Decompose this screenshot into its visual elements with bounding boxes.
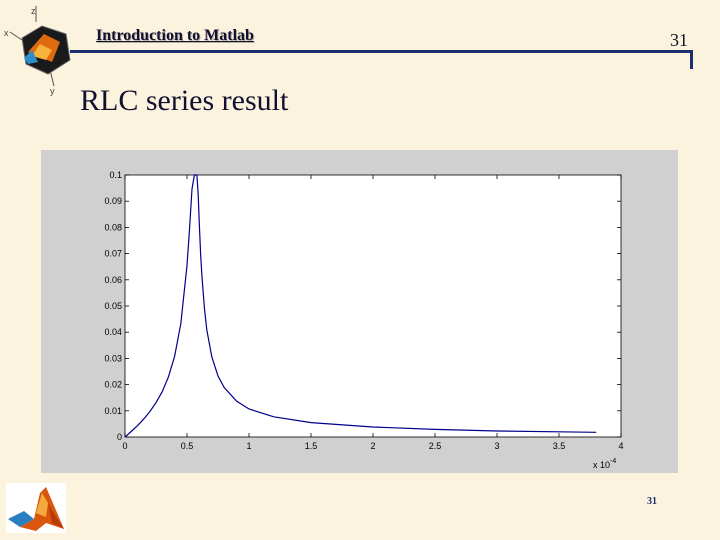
- y-tick-label: 0.08: [104, 222, 122, 232]
- header-rule: [70, 50, 692, 53]
- x-multiplier-label: x 10-4: [593, 458, 616, 470]
- x-tick-label: 4: [618, 441, 623, 451]
- matlab-membrane-logo-icon: [8, 487, 64, 531]
- footer-page-number: 31: [647, 496, 657, 507]
- y-tick-label: 0.1: [109, 170, 122, 180]
- header-page-number: 31: [670, 30, 688, 50]
- x-tick-label: 3.5: [553, 441, 566, 451]
- y-tick-label: 0.06: [104, 275, 122, 285]
- x-tick-label: 1.5: [305, 441, 318, 451]
- matlab-figure: 0 0.5 1 1.5 2 2.5 3 3.5 4 0 0.01 0.02 0.03 0.04 0.05 0.…: [41, 150, 678, 473]
- y-tick-label: 0.09: [104, 196, 122, 206]
- y-tick-label: 0.01: [104, 406, 122, 416]
- x-tick-label: 1: [246, 441, 251, 451]
- y-tick-label: 0.07: [104, 249, 122, 259]
- x-tick-label: 2.5: [429, 441, 442, 451]
- matlab-cube-logo-icon: z x y: [4, 6, 71, 96]
- y-tick-label: 0: [117, 432, 122, 442]
- header-title: Introduction to Matlab: [96, 27, 254, 44]
- matlab-logo-box: [6, 483, 66, 533]
- x-tick-label: 0: [122, 441, 127, 451]
- x-tick-label: 3: [494, 441, 499, 451]
- y-tick-label: 0.04: [104, 327, 122, 337]
- header-rule-tick: [690, 50, 693, 69]
- svg-text:z: z: [31, 6, 36, 16]
- x-tick-label: 2: [370, 441, 375, 451]
- svg-text:x: x: [4, 28, 9, 38]
- y-tick-label: 0.05: [104, 301, 122, 311]
- y-tick-label: 0.02: [104, 380, 122, 390]
- svg-text:y: y: [50, 86, 55, 96]
- rlc-plot: 0 0.5 1 1.5 2 2.5 3 3.5 4 0 0.01 0.02 0.03 0.04 0.05 0.…: [104, 170, 623, 470]
- y-tick-label: 0.03: [104, 353, 122, 363]
- x-tick-label: 0.5: [181, 441, 194, 451]
- slide-title: RLC series result: [80, 84, 289, 117]
- series-line: [124, 174, 597, 438]
- x-multiplier-exponent: -4: [610, 458, 616, 465]
